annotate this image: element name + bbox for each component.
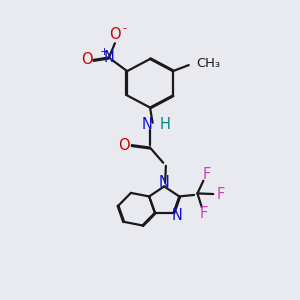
- Text: N: N: [159, 175, 170, 190]
- Text: F: F: [216, 187, 225, 202]
- Text: F: F: [202, 167, 211, 182]
- Text: H: H: [159, 117, 170, 132]
- Text: O: O: [118, 138, 129, 153]
- Text: O: O: [81, 52, 93, 68]
- Text: N: N: [103, 50, 114, 65]
- Text: O: O: [109, 27, 121, 42]
- Text: N: N: [171, 208, 182, 223]
- Text: N: N: [142, 117, 153, 132]
- Text: CH₃: CH₃: [197, 57, 221, 70]
- Text: +: +: [99, 47, 109, 57]
- Text: F: F: [199, 206, 208, 221]
- Text: -: -: [122, 23, 126, 33]
